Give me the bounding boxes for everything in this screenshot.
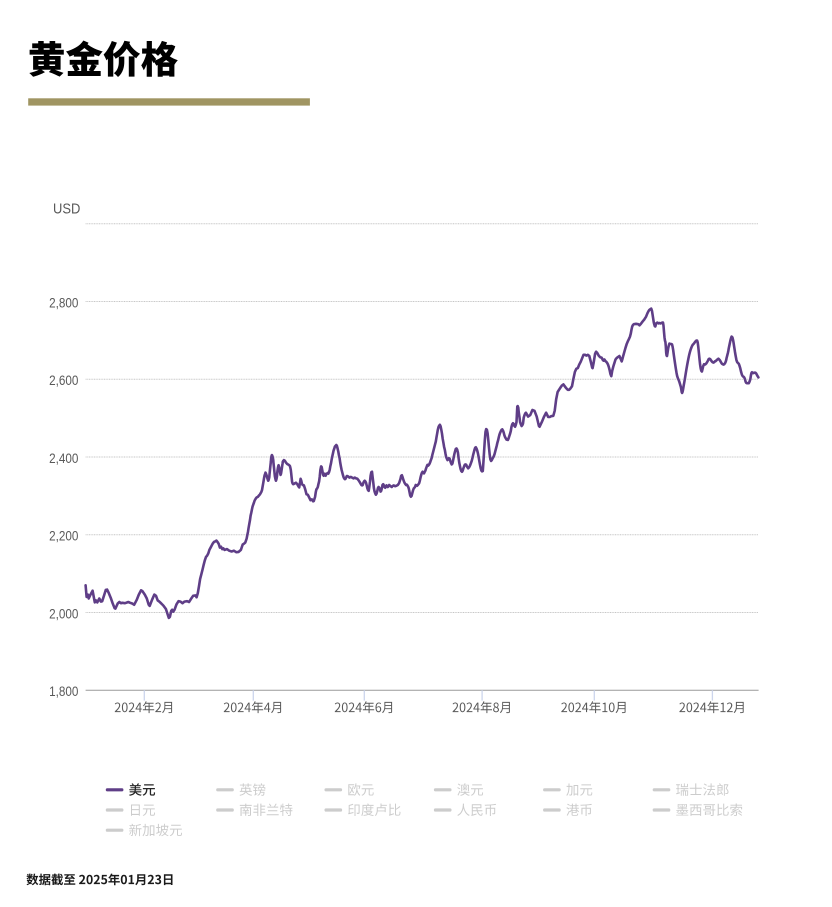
svg-text:2,000: 2,000	[49, 605, 78, 621]
svg-text:2,600: 2,600	[49, 372, 78, 388]
svg-text:USD: USD	[53, 201, 80, 217]
svg-text:2,200: 2,200	[49, 528, 78, 544]
svg-text:2,400: 2,400	[49, 450, 78, 466]
svg-text:2,800: 2,800	[49, 294, 78, 310]
svg-text:1,800: 1,800	[49, 683, 78, 699]
